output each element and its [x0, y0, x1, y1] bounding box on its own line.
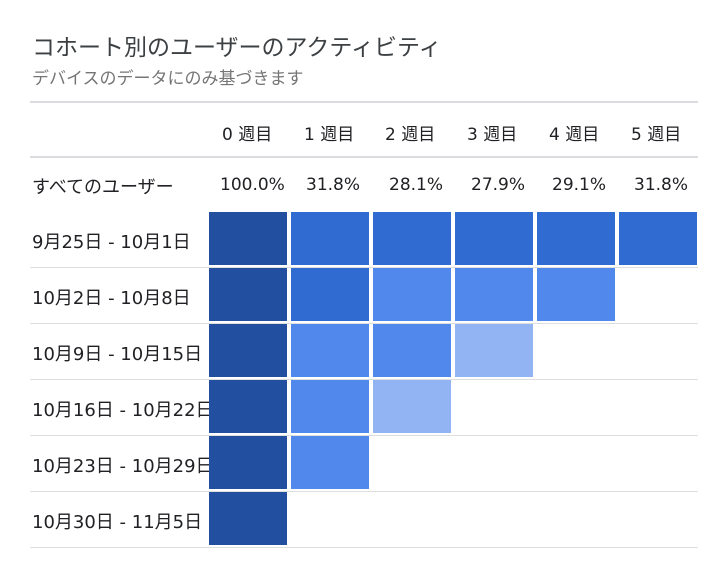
heatmap-cell-row3-week0[interactable] [209, 380, 287, 433]
heatmap-cell-row3-week2[interactable] [373, 380, 451, 433]
header-top-divider [30, 101, 698, 103]
column-header-week-2: 2 週目 [385, 125, 436, 145]
heatmap-cell-row2-week3[interactable] [455, 324, 533, 377]
chart-subtitle: デバイスのデータにのみ基づきます [32, 69, 304, 89]
heatmap-cell-row0-week4[interactable] [537, 212, 615, 265]
heatmap-cell-row2-week0[interactable] [209, 324, 287, 377]
cohort-label-oct2: 10月2日 - 10月8日 [32, 288, 191, 309]
all-users-label: すべてのユーザー [32, 177, 174, 198]
heatmap-cell-row3-week1[interactable] [291, 380, 369, 433]
heatmap-cell-row1-week2[interactable] [373, 268, 451, 321]
heatmap-cell-row1-week3[interactable] [455, 268, 533, 321]
cohort-label-oct23: 10月23日 - 10月29日 [32, 456, 209, 477]
heatmap-cell-row0-week0[interactable] [209, 212, 287, 265]
column-header-week-3: 3 週目 [467, 125, 518, 145]
column-header-week-4: 4 週目 [549, 125, 600, 145]
heatmap-cell-row0-week3[interactable] [455, 212, 533, 265]
cohort-label-oct16: 10月16日 - 10月22日 [32, 400, 209, 421]
cohort-label-sep25: 9月25日 - 10月1日 [32, 232, 191, 253]
all-users-value-week-0: 100.0% [220, 175, 285, 195]
heatmap-cell-row1-week1[interactable] [291, 268, 369, 321]
row-divider [30, 491, 698, 492]
all-users-value-week-1: 31.8% [306, 175, 361, 195]
heatmap-cell-row0-week2[interactable] [373, 212, 451, 265]
heatmap-cell-row5-week0[interactable] [209, 492, 287, 545]
heatmap-cell-row2-week1[interactable] [291, 324, 369, 377]
cohort-labels: 9月25日 - 10月1日 10月2日 - 10月8日 10月9日 - 10月1… [0, 0, 209, 562]
heatmap-cell-row4-week1[interactable] [291, 436, 369, 489]
all-users-value-week-3: 27.9% [471, 175, 526, 195]
all-users-value-week-4: 29.1% [552, 175, 607, 195]
heatmap-cell-row0-week5[interactable] [619, 212, 697, 265]
column-header-week-1: 1 週目 [304, 125, 355, 145]
header-bottom-divider [30, 156, 698, 158]
row-divider [30, 379, 698, 380]
heatmap-cell-row2-week2[interactable] [373, 324, 451, 377]
row-divider [30, 435, 698, 436]
heatmap-cell-row4-week0[interactable] [209, 436, 287, 489]
row-divider [30, 267, 698, 268]
row-divider [30, 547, 698, 548]
column-header-week-0: 0 週目 [222, 125, 273, 145]
all-users-value-week-5: 31.8% [634, 175, 689, 195]
chart-title: コホート別のユーザーのアクティビティ [32, 35, 442, 61]
cohort-label-oct9: 10月9日 - 10月15日 [32, 344, 203, 365]
column-header-week-5: 5 週目 [631, 125, 682, 145]
all-users-value-week-2: 28.1% [389, 175, 444, 195]
row-divider [30, 323, 698, 324]
cohort-label-oct30: 10月30日 - 11月5日 [32, 512, 203, 533]
heatmap-cell-row1-week4[interactable] [537, 268, 615, 321]
heatmap-cell-row0-week1[interactable] [291, 212, 369, 265]
heatmap-cell-row1-week0[interactable] [209, 268, 287, 321]
